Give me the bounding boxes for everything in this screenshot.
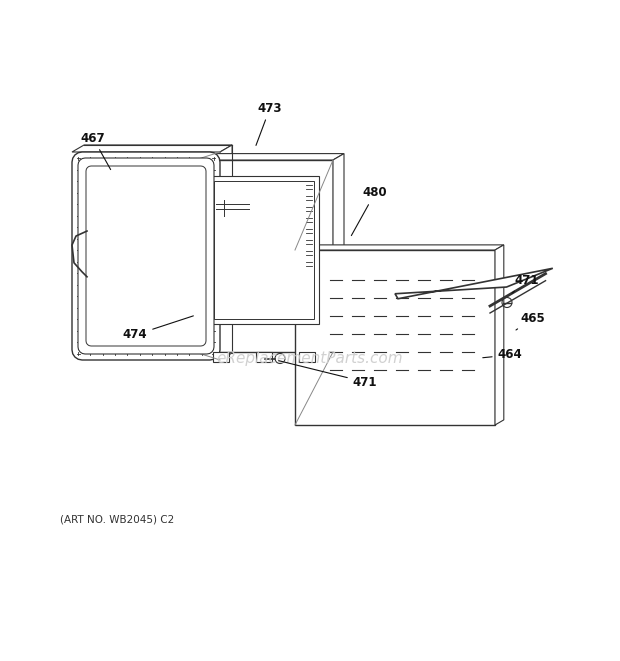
Polygon shape xyxy=(78,158,214,354)
Polygon shape xyxy=(295,245,504,250)
Polygon shape xyxy=(295,250,495,425)
Polygon shape xyxy=(333,153,344,352)
Text: 467: 467 xyxy=(81,132,110,170)
Polygon shape xyxy=(72,152,220,360)
Text: 474: 474 xyxy=(123,316,193,342)
Text: 480: 480 xyxy=(352,186,388,235)
Text: 473: 473 xyxy=(256,102,282,145)
Polygon shape xyxy=(220,145,232,360)
Polygon shape xyxy=(209,176,319,324)
Polygon shape xyxy=(195,160,333,352)
Polygon shape xyxy=(86,166,206,346)
Polygon shape xyxy=(299,352,315,362)
Polygon shape xyxy=(395,268,553,299)
Text: 464: 464 xyxy=(483,348,523,362)
Polygon shape xyxy=(256,352,272,362)
Text: (ART NO. WB2045) C2: (ART NO. WB2045) C2 xyxy=(60,515,174,525)
Polygon shape xyxy=(213,352,229,362)
Text: 465: 465 xyxy=(516,311,546,330)
Polygon shape xyxy=(195,153,344,160)
Polygon shape xyxy=(214,181,314,319)
Text: 471: 471 xyxy=(279,361,377,389)
Text: eReplacementParts.com: eReplacementParts.com xyxy=(216,350,404,366)
Polygon shape xyxy=(495,245,504,425)
Polygon shape xyxy=(72,145,232,152)
Text: 471: 471 xyxy=(512,274,539,293)
